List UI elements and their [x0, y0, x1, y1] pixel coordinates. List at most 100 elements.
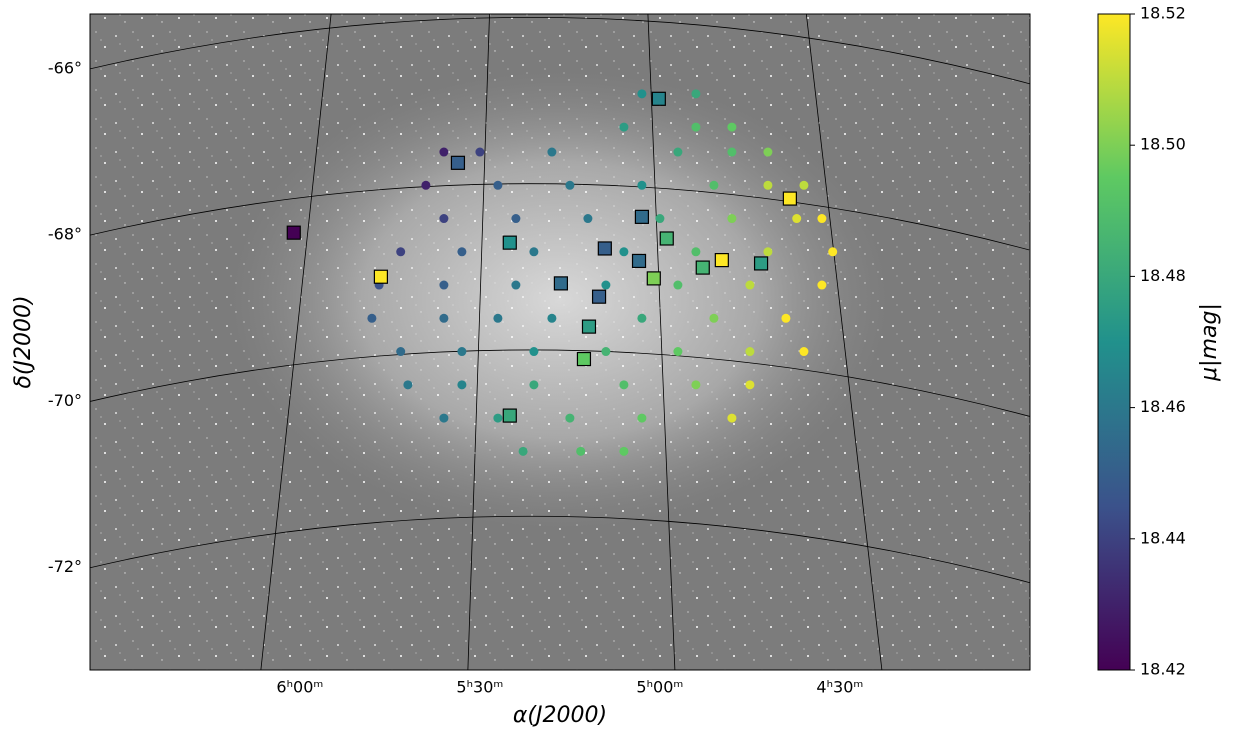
point [727, 214, 736, 223]
square-marker [577, 353, 590, 366]
point [403, 380, 412, 389]
point [745, 281, 754, 290]
point [709, 314, 718, 323]
point [691, 123, 700, 132]
point [493, 314, 502, 323]
point [655, 214, 664, 223]
point [792, 214, 801, 223]
point [619, 123, 628, 132]
point [457, 247, 466, 256]
square-marker [633, 254, 646, 267]
point [421, 181, 430, 190]
point [799, 181, 808, 190]
square-marker [696, 261, 709, 274]
point [457, 347, 466, 356]
point [673, 281, 682, 290]
colorbar-tick-label: 18.42 [1140, 660, 1186, 679]
square-marker [715, 254, 728, 267]
square-marker [635, 210, 648, 223]
point [745, 347, 754, 356]
point [601, 347, 610, 356]
x-tick-label: 5ʰ30ᵐ [456, 678, 503, 697]
point [637, 181, 646, 190]
colorbar-tick-label: 18.52 [1140, 4, 1186, 23]
point [475, 148, 484, 157]
point [565, 414, 574, 423]
y-tick-label: -72° [48, 557, 82, 576]
square-marker [374, 270, 387, 283]
point [493, 181, 502, 190]
point [619, 247, 628, 256]
point [817, 281, 826, 290]
square-marker [660, 232, 673, 245]
point [781, 314, 790, 323]
point [529, 247, 538, 256]
square-marker [652, 92, 665, 105]
point [691, 247, 700, 256]
point [547, 314, 556, 323]
x-tick-label: 4ʰ30ᵐ [816, 678, 863, 697]
colorbar [1098, 14, 1130, 670]
point [673, 148, 682, 157]
square-marker [451, 156, 464, 169]
point [691, 89, 700, 98]
square-marker [554, 277, 567, 290]
square-marker [598, 242, 611, 255]
point [763, 247, 772, 256]
square-marker [582, 320, 595, 333]
point [396, 247, 405, 256]
colorbar-tick-label: 18.48 [1140, 266, 1186, 285]
point [828, 247, 837, 256]
point [637, 314, 646, 323]
square-marker [503, 236, 516, 249]
y-tick-label: -68° [48, 225, 82, 244]
point [565, 181, 574, 190]
colorbar-tick-label: 18.50 [1140, 135, 1186, 154]
chart: α(J2000) δ(J2000) μ|mag| 6ʰ00ᵐ 5ʰ30ᵐ 5ʰ00ᵐ… [0, 0, 1235, 731]
x-tick-label: 6ʰ00ᵐ [276, 678, 323, 697]
point [529, 347, 538, 356]
point [601, 281, 610, 290]
point [439, 281, 448, 290]
point [727, 148, 736, 157]
point [547, 148, 556, 157]
y-tick-label: -70° [48, 391, 82, 410]
point [691, 380, 700, 389]
y-axis-label: δ(J2000) [11, 295, 36, 388]
point [493, 414, 502, 423]
point [727, 414, 736, 423]
y-tick-label: -66° [48, 58, 82, 77]
square-marker [783, 192, 796, 205]
point [763, 181, 772, 190]
square-marker [755, 257, 768, 270]
point [439, 314, 448, 323]
point [396, 347, 405, 356]
x-tick-label: 5ʰ00ᵐ [636, 678, 683, 697]
point [673, 347, 682, 356]
point [519, 447, 528, 456]
point [745, 380, 754, 389]
point [529, 380, 538, 389]
point [727, 123, 736, 132]
point [637, 89, 646, 98]
point [619, 380, 628, 389]
colorbar-label: μ|mag| [1197, 303, 1222, 382]
square-marker [593, 290, 606, 303]
square-marker [503, 409, 516, 422]
point [511, 281, 520, 290]
x-axis-label: α(J2000) [513, 703, 607, 728]
square-marker [647, 272, 660, 285]
colorbar-tick-label: 18.46 [1140, 397, 1186, 416]
point [817, 214, 826, 223]
point [439, 214, 448, 223]
colorbar-tick-label: 18.44 [1140, 528, 1186, 547]
point [439, 414, 448, 423]
point [799, 347, 808, 356]
star-field [90, 14, 1030, 670]
point [576, 447, 585, 456]
point [583, 214, 592, 223]
point [511, 214, 520, 223]
square-marker [287, 226, 300, 239]
point [457, 380, 466, 389]
point [709, 181, 718, 190]
